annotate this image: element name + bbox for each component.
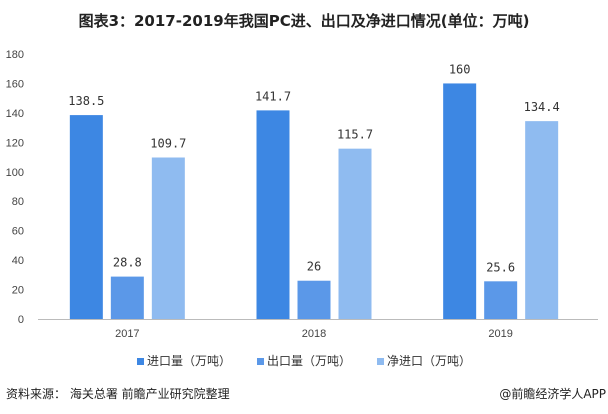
x-tick-label: 2017: [115, 328, 139, 340]
legend-item-export: 出口量（万吨）: [256, 352, 351, 369]
data-label: 109.7: [150, 136, 186, 150]
bar: [525, 121, 559, 319]
legend-label: 净进口（万吨）: [387, 354, 472, 368]
data-label: 28.8: [113, 256, 142, 270]
data-label: 134.4: [524, 100, 560, 114]
y-tick-label: 140: [6, 108, 24, 120]
bar: [69, 115, 103, 319]
bar: [110, 276, 144, 319]
data-label: 26: [307, 260, 321, 274]
bar: [256, 110, 290, 319]
legend-swatch: [136, 358, 144, 365]
y-tick-label: 80: [12, 196, 24, 208]
legend-item-net-import: 净进口（万吨）: [377, 352, 471, 369]
data-label: 141.7: [255, 89, 291, 103]
legend-label: 进口量（万吨）: [146, 354, 231, 368]
y-tick-label: 20: [12, 285, 24, 297]
x-tick-label: 2019: [488, 328, 512, 340]
source-note: 资料来源： 海关总署 前瞻产业研究院整理: [6, 387, 230, 401]
bar: [484, 281, 518, 319]
legend-item-import: 进口量（万吨）: [136, 352, 231, 369]
legend: 进口量（万吨） 出口量（万吨） 净进口（万吨）: [0, 352, 608, 369]
y-tick-label: 60: [12, 226, 24, 238]
y-tick-label: 0: [18, 314, 24, 326]
legend-swatch: [256, 358, 264, 365]
y-tick-label: 100: [6, 167, 24, 179]
data-label: 25.6: [486, 260, 515, 274]
bar: [297, 280, 331, 319]
chart-title: 图表3：2017-2019年我国PC进、出口及净进口情况(单位：万吨): [78, 12, 530, 30]
y-tick-label: 180: [6, 49, 24, 61]
x-tick-label: 2018: [302, 328, 326, 340]
data-label: 138.5: [68, 94, 104, 108]
legend-swatch: [377, 358, 384, 365]
y-tick-label: 40: [12, 255, 24, 267]
y-tick-label: 120: [6, 137, 24, 149]
bar: [151, 157, 185, 319]
bar: [338, 148, 372, 319]
bar: [443, 83, 477, 319]
data-label: 160: [449, 62, 471, 76]
data-label: 115.7: [337, 128, 373, 142]
brand-credit: @前瞻经济学人APP: [499, 387, 606, 401]
legend-label: 出口量（万吨）: [266, 354, 351, 368]
y-tick-label: 160: [6, 78, 24, 90]
